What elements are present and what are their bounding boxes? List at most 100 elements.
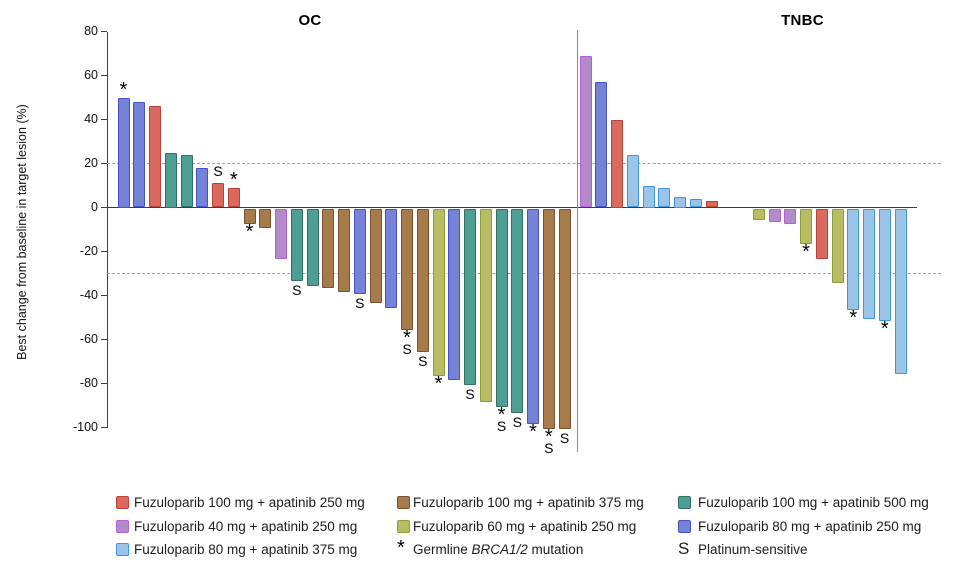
platinum-s-mark: S <box>355 295 365 312</box>
platinum-s-mark: S <box>402 340 412 357</box>
legend-item-label: Fuzuloparib 100 mg + apatinib 375 mg <box>413 495 644 510</box>
bar-tnbc-3 <box>611 119 623 208</box>
bar-oc-22 <box>448 208 461 381</box>
panel-title-oc: OC <box>298 12 322 29</box>
legend-label-prefix: Germline <box>413 542 472 557</box>
bar-oc-9 <box>243 208 256 224</box>
bar-oc-29 <box>558 208 571 429</box>
legend-swatch-purple <box>116 519 129 533</box>
platinum-s-mark: S <box>465 385 475 402</box>
platinum-s-mark: S <box>418 352 428 369</box>
bar-tnbc-1 <box>579 55 592 208</box>
bar-tnbc-14 <box>784 208 797 224</box>
legend-swatch-skyblue <box>116 543 129 556</box>
bar-tnbc-7 <box>674 196 686 208</box>
bar-oc-24 <box>479 208 492 403</box>
bar-tnbc-8 <box>689 198 702 208</box>
bar-tnbc-12 <box>752 208 765 220</box>
bar-oc-20 <box>416 208 429 352</box>
brca-star-mark: * <box>434 372 443 395</box>
bar-tnbc-9 <box>705 200 718 208</box>
bar-oc-19 <box>401 208 413 330</box>
bar-tnbc-2 <box>595 82 608 208</box>
y-axis-tick <box>101 294 107 297</box>
brca-star-mark: * <box>802 240 810 263</box>
reference-line-20 <box>107 163 941 164</box>
bar-oc-14 <box>322 208 335 288</box>
y-tick-label: -40 <box>79 287 98 302</box>
legend-item-label: Fuzuloparib 60 mg + apatinib 250 mg <box>413 518 637 534</box>
y-tick-label: 0 <box>91 199 98 214</box>
legend-item-label: Fuzuloparib 80 mg + apatinib 375 mg <box>134 542 358 557</box>
y-tick-label: -100 <box>72 419 98 434</box>
legend-item-label: Fuzuloparib 80 mg + apatinib 250 mg <box>698 518 922 534</box>
legend-item-label: Fuzuloparib 40 mg + apatinib 250 mg <box>134 518 358 534</box>
bar-oc-7 <box>212 183 224 208</box>
bar-tnbc-17 <box>831 208 844 284</box>
brca-star-mark: * <box>229 168 238 191</box>
platinum-s-mark: S <box>544 439 554 456</box>
y-tick-label: 40 <box>84 111 98 126</box>
zero-baseline <box>107 206 917 209</box>
platinum-s-mark: S <box>496 417 507 434</box>
y-axis-line <box>107 31 109 428</box>
y-axis-tick <box>101 162 107 165</box>
platinum-s-mark: S <box>213 163 223 180</box>
legend-item-label: Fuzuloparib 100 mg + apatinib 250 mg <box>134 495 365 510</box>
bar-tnbc-5 <box>642 185 655 208</box>
bar-oc-11 <box>275 208 287 260</box>
bar-oc-28 <box>542 208 555 429</box>
bar-oc-10 <box>259 208 272 229</box>
y-axis-tick <box>101 206 107 209</box>
y-axis-tick <box>101 74 107 77</box>
brca-star-mark: * <box>849 306 858 329</box>
bar-oc-16 <box>353 208 366 295</box>
platinum-s-mark: S <box>292 282 302 299</box>
bar-oc-26 <box>511 208 524 414</box>
y-tick-label: 80 <box>84 23 98 38</box>
bar-tnbc-4 <box>626 154 639 208</box>
y-tick-label: 60 <box>84 67 98 82</box>
brca-star-mark: * <box>544 425 553 448</box>
bar-tnbc-21 <box>894 208 907 374</box>
brca-star-mark: * <box>529 421 537 444</box>
brca-star-mark: * <box>245 220 254 243</box>
y-axis-tick <box>101 118 107 121</box>
bar-oc-23 <box>464 208 476 385</box>
brca-star-symbol: * <box>397 537 405 559</box>
bar-oc-1 <box>117 97 130 208</box>
bar-oc-27 <box>527 208 539 425</box>
legend-item-label: Platinum-sensitive <box>698 542 808 557</box>
bar-oc-2 <box>133 101 146 208</box>
panel-title-tnbc: TNBC <box>781 12 824 29</box>
bar-oc-18 <box>385 208 398 308</box>
bar-oc-3 <box>149 106 161 208</box>
legend-swatch-slate <box>678 519 691 533</box>
bar-oc-13 <box>306 208 319 286</box>
bar-oc-8 <box>227 187 240 208</box>
platinum-s-mark: S <box>559 429 570 446</box>
bar-tnbc-19 <box>863 208 875 319</box>
y-tick-label: -20 <box>79 243 98 258</box>
brca-gene-name: BRCA1/2 <box>471 542 528 557</box>
platinum-s-mark: S <box>512 414 522 431</box>
bar-tnbc-20 <box>878 208 891 321</box>
y-tick-label: 20 <box>84 155 98 170</box>
brca-star-mark: * <box>403 326 411 349</box>
y-axis-tick <box>101 382 107 385</box>
y-axis-tick <box>101 250 107 253</box>
panel-separator <box>577 30 579 452</box>
y-axis-tick <box>101 30 107 33</box>
bar-tnbc-18 <box>847 208 860 310</box>
bar-tnbc-15 <box>800 208 812 244</box>
bar-oc-4 <box>164 152 177 208</box>
y-tick-label: -80 <box>79 375 98 390</box>
bar-tnbc-13 <box>768 208 781 222</box>
bar-oc-5 <box>180 154 193 208</box>
legend-swatch-teal <box>678 496 691 509</box>
y-tick-label: -60 <box>79 331 98 346</box>
reference-line--30 <box>107 273 941 274</box>
legend-item-label: Fuzuloparib 100 mg + apatinib 500 mg <box>698 495 929 510</box>
legend-item-label: Germline BRCA1/2 mutation <box>413 542 583 557</box>
